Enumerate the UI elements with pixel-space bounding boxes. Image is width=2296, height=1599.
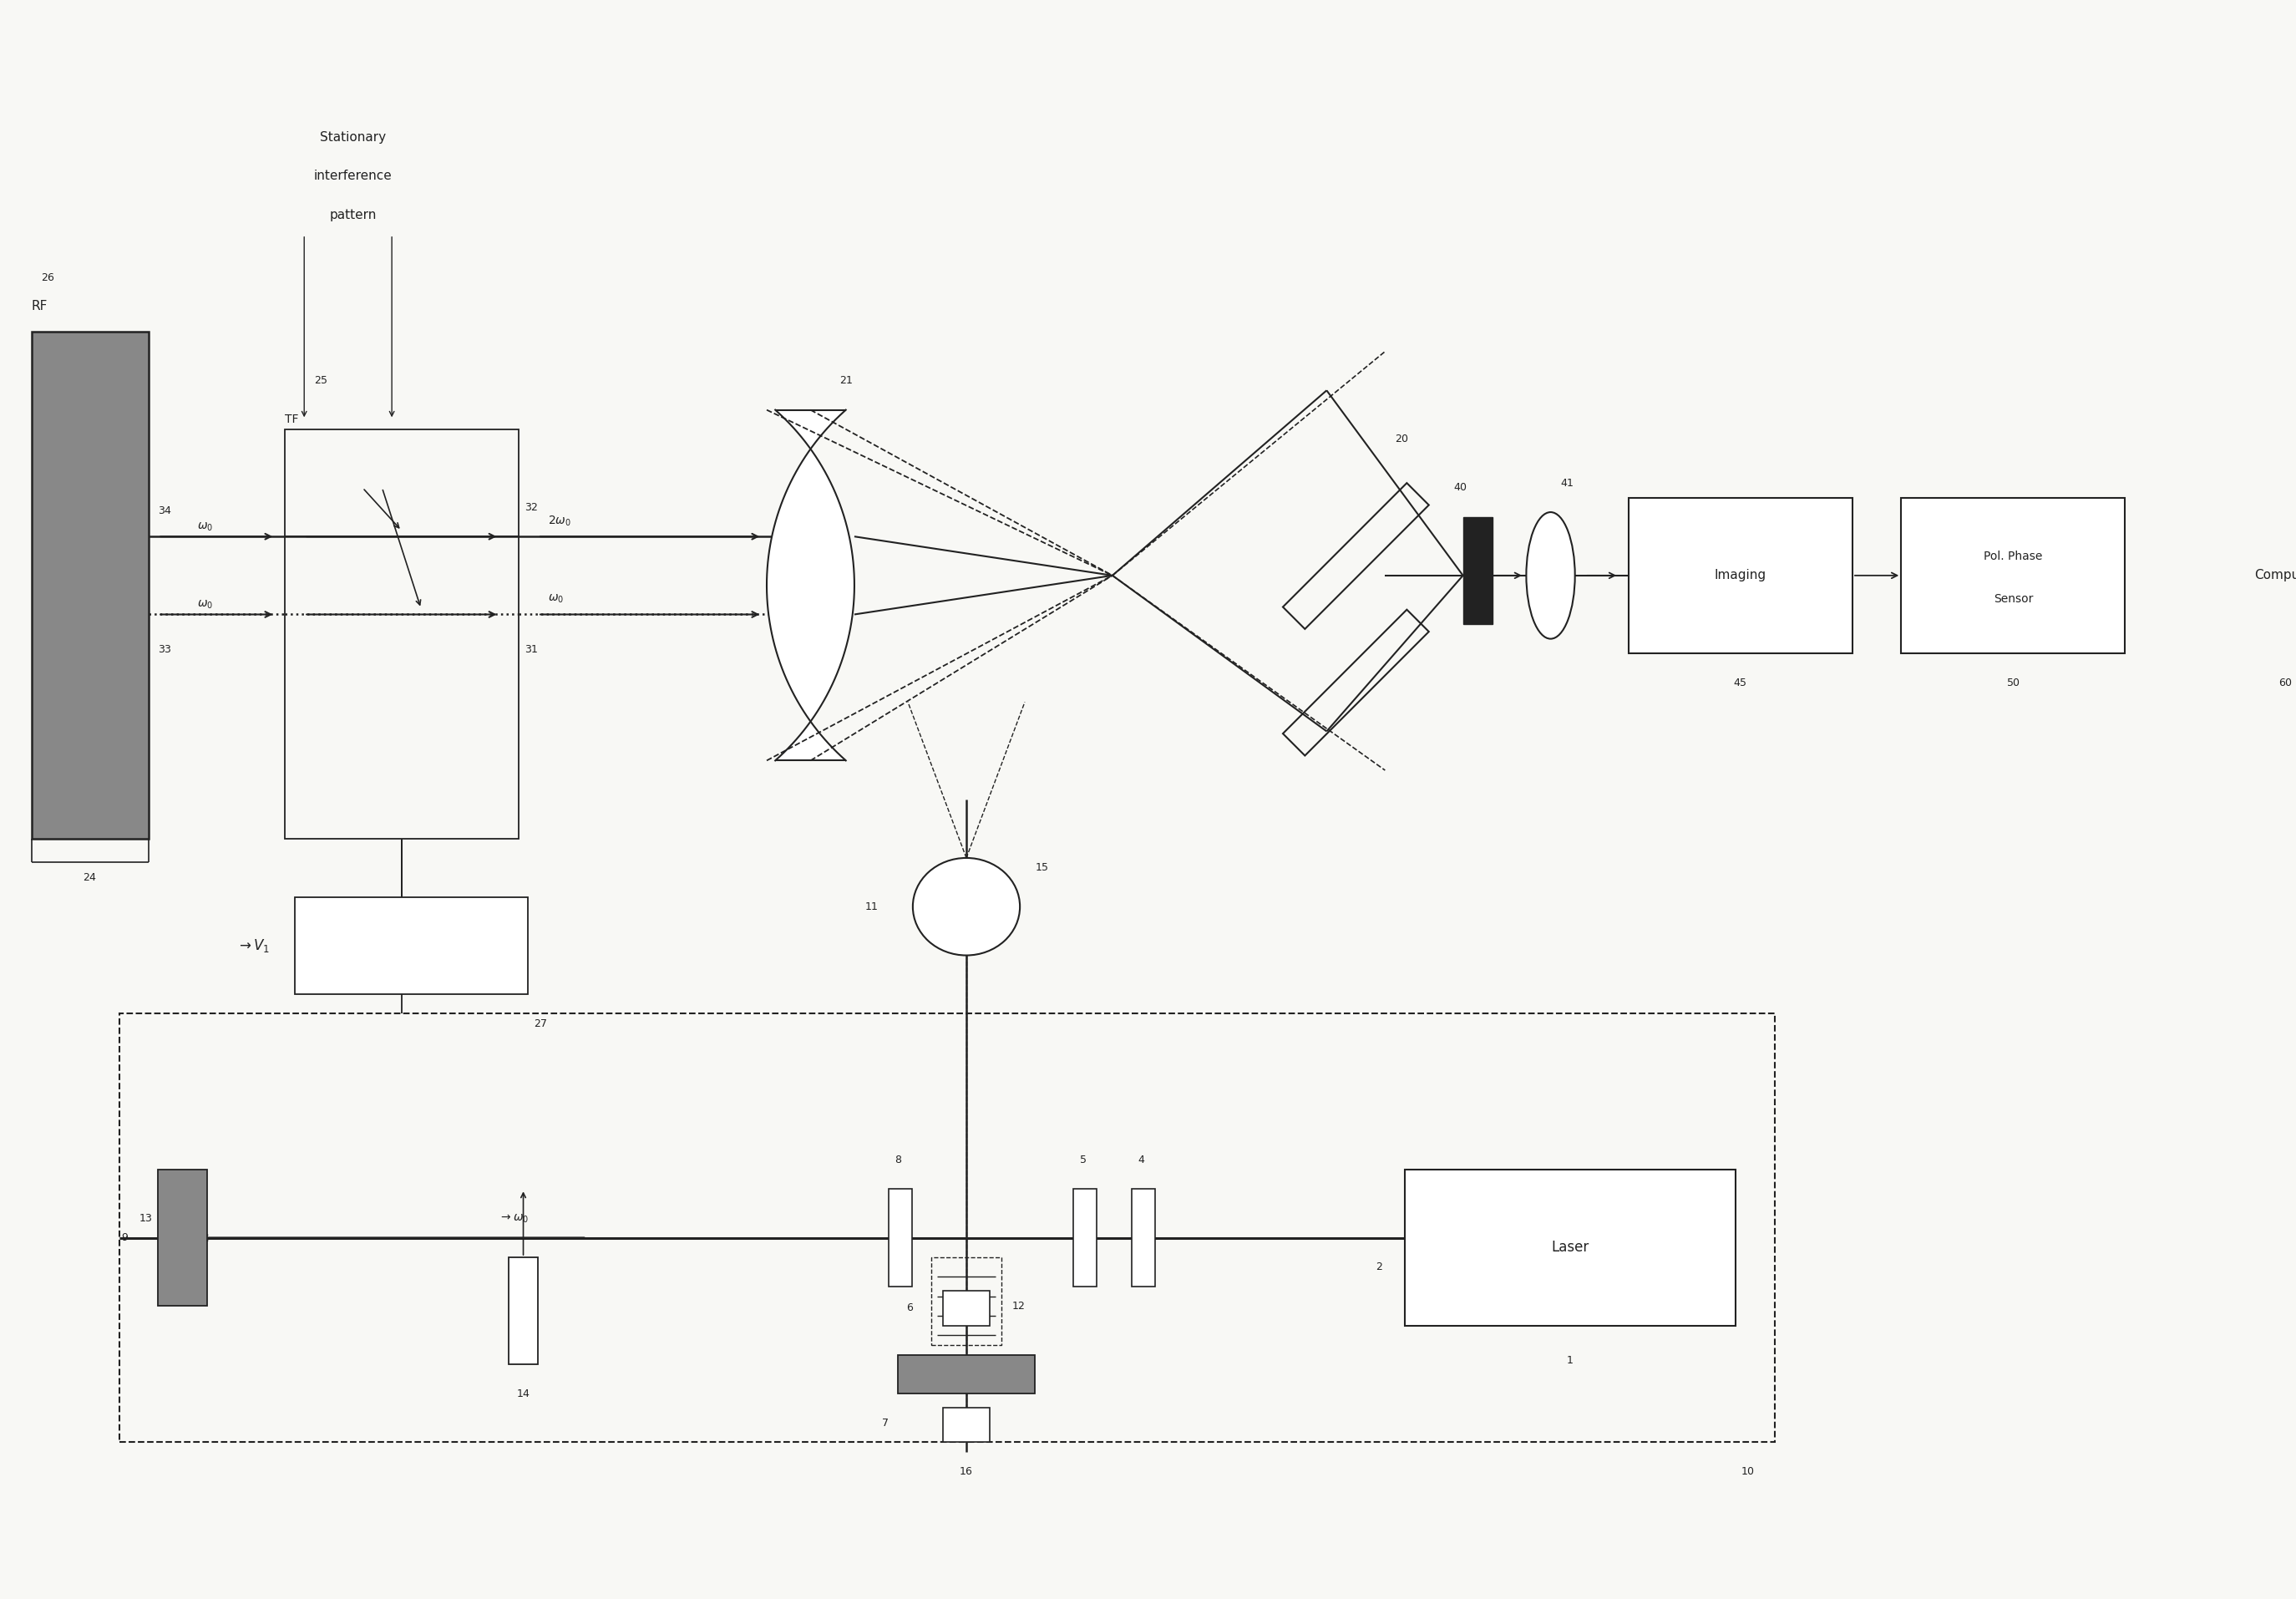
Text: interference: interference (315, 169, 393, 182)
Ellipse shape (914, 859, 1019, 955)
Text: $\mathsf{4}$: $\mathsf{4}$ (1139, 1154, 1146, 1166)
Text: $\rightarrow\omega_0$: $\rightarrow\omega_0$ (498, 1212, 528, 1225)
Text: $\mathsf{5}$: $\mathsf{5}$ (1079, 1154, 1086, 1166)
Text: $\mathsf{11}$: $\mathsf{11}$ (866, 902, 879, 911)
Text: $\mathsf{14}$: $\mathsf{14}$ (517, 1388, 530, 1399)
Text: $\mathsf{9}$: $\mathsf{9}$ (122, 1233, 129, 1244)
Text: $\mathsf{50}$: $\mathsf{50}$ (2007, 678, 2020, 688)
Text: Pol. Phase: Pol. Phase (1984, 550, 2043, 561)
Bar (1283, 609, 1428, 756)
Text: $\mathsf{7}$: $\mathsf{7}$ (882, 1417, 889, 1428)
Text: $\mathsf{27}$: $\mathsf{27}$ (535, 1019, 549, 1028)
Text: $\mathsf{10}$: $\mathsf{10}$ (1740, 1466, 1754, 1477)
Text: $\mathsf{31}$: $\mathsf{31}$ (523, 644, 537, 656)
Text: pattern: pattern (328, 209, 377, 221)
Text: $\mathsf{26}$: $\mathsf{26}$ (41, 272, 55, 283)
Text: Stationary: Stationary (319, 131, 386, 144)
Text: RF: RF (32, 301, 48, 312)
Bar (510, 1257, 537, 1364)
Ellipse shape (1527, 512, 1575, 638)
Text: Sensor: Sensor (1993, 593, 2032, 604)
Bar (944, 1290, 990, 1326)
Bar (1075, 1190, 1097, 1287)
Bar (1463, 516, 1492, 624)
Text: Computer: Computer (2255, 569, 2296, 582)
Bar (285, 430, 519, 838)
Text: $\mathsf{34}$: $\mathsf{34}$ (158, 505, 172, 516)
Bar (32, 333, 149, 838)
Text: $\mathsf{20}$: $\mathsf{20}$ (1394, 433, 1410, 445)
Text: $\mathsf{45}$: $\mathsf{45}$ (1733, 678, 1747, 688)
Bar (944, 1407, 990, 1442)
Bar (1628, 497, 1853, 654)
Text: TF: TF (285, 414, 298, 425)
Text: $\mathsf{15}$: $\mathsf{15}$ (1035, 862, 1049, 873)
Text: $\mathsf{41}$: $\mathsf{41}$ (1561, 478, 1575, 488)
Text: $\mathsf{32}$: $\mathsf{32}$ (523, 502, 537, 513)
Bar (898, 1354, 1035, 1394)
Text: $\mathsf{40}$: $\mathsf{40}$ (1453, 483, 1467, 492)
Bar (158, 1169, 207, 1306)
Text: $\mathsf{25}$: $\mathsf{25}$ (315, 376, 328, 385)
Text: $\mathsf{33}$: $\mathsf{33}$ (158, 644, 172, 656)
Text: $\mathsf{1}$: $\mathsf{1}$ (1566, 1354, 1573, 1366)
Text: Laser: Laser (1552, 1241, 1589, 1255)
Text: $\mathsf{60}$: $\mathsf{60}$ (2278, 678, 2294, 688)
Bar (1405, 1169, 1736, 1326)
Text: $\omega_0$: $\omega_0$ (549, 593, 563, 604)
Text: Imaging: Imaging (1715, 569, 1766, 582)
Text: $\omega_0$: $\omega_0$ (197, 521, 214, 532)
Text: $\mathsf{6}$: $\mathsf{6}$ (907, 1303, 914, 1313)
Text: $\mathsf{2}$: $\mathsf{2}$ (1375, 1262, 1382, 1273)
Bar (2174, 497, 2296, 654)
Text: $\mathsf{13}$: $\mathsf{13}$ (138, 1214, 154, 1223)
Bar (119, 1014, 1775, 1442)
Text: $\mathsf{21}$: $\mathsf{21}$ (840, 376, 854, 385)
Bar (932, 1257, 1001, 1345)
Bar (294, 897, 528, 995)
Text: $\mathsf{8}$: $\mathsf{8}$ (895, 1154, 902, 1166)
Polygon shape (767, 409, 854, 761)
Text: $\mathsf{24}$: $\mathsf{24}$ (83, 871, 96, 883)
Text: $\mathsf{16}$: $\mathsf{16}$ (960, 1466, 974, 1477)
Bar (889, 1190, 912, 1287)
Text: $\mathsf{12}$: $\mathsf{12}$ (1010, 1300, 1024, 1311)
Text: $\rightarrow V_1$: $\rightarrow V_1$ (236, 937, 269, 955)
Bar (1283, 483, 1428, 628)
Text: $\omega_0$: $\omega_0$ (197, 598, 214, 611)
Bar (1901, 497, 2126, 654)
Text: $2\omega_0$: $2\omega_0$ (549, 515, 572, 528)
Bar (1132, 1190, 1155, 1287)
